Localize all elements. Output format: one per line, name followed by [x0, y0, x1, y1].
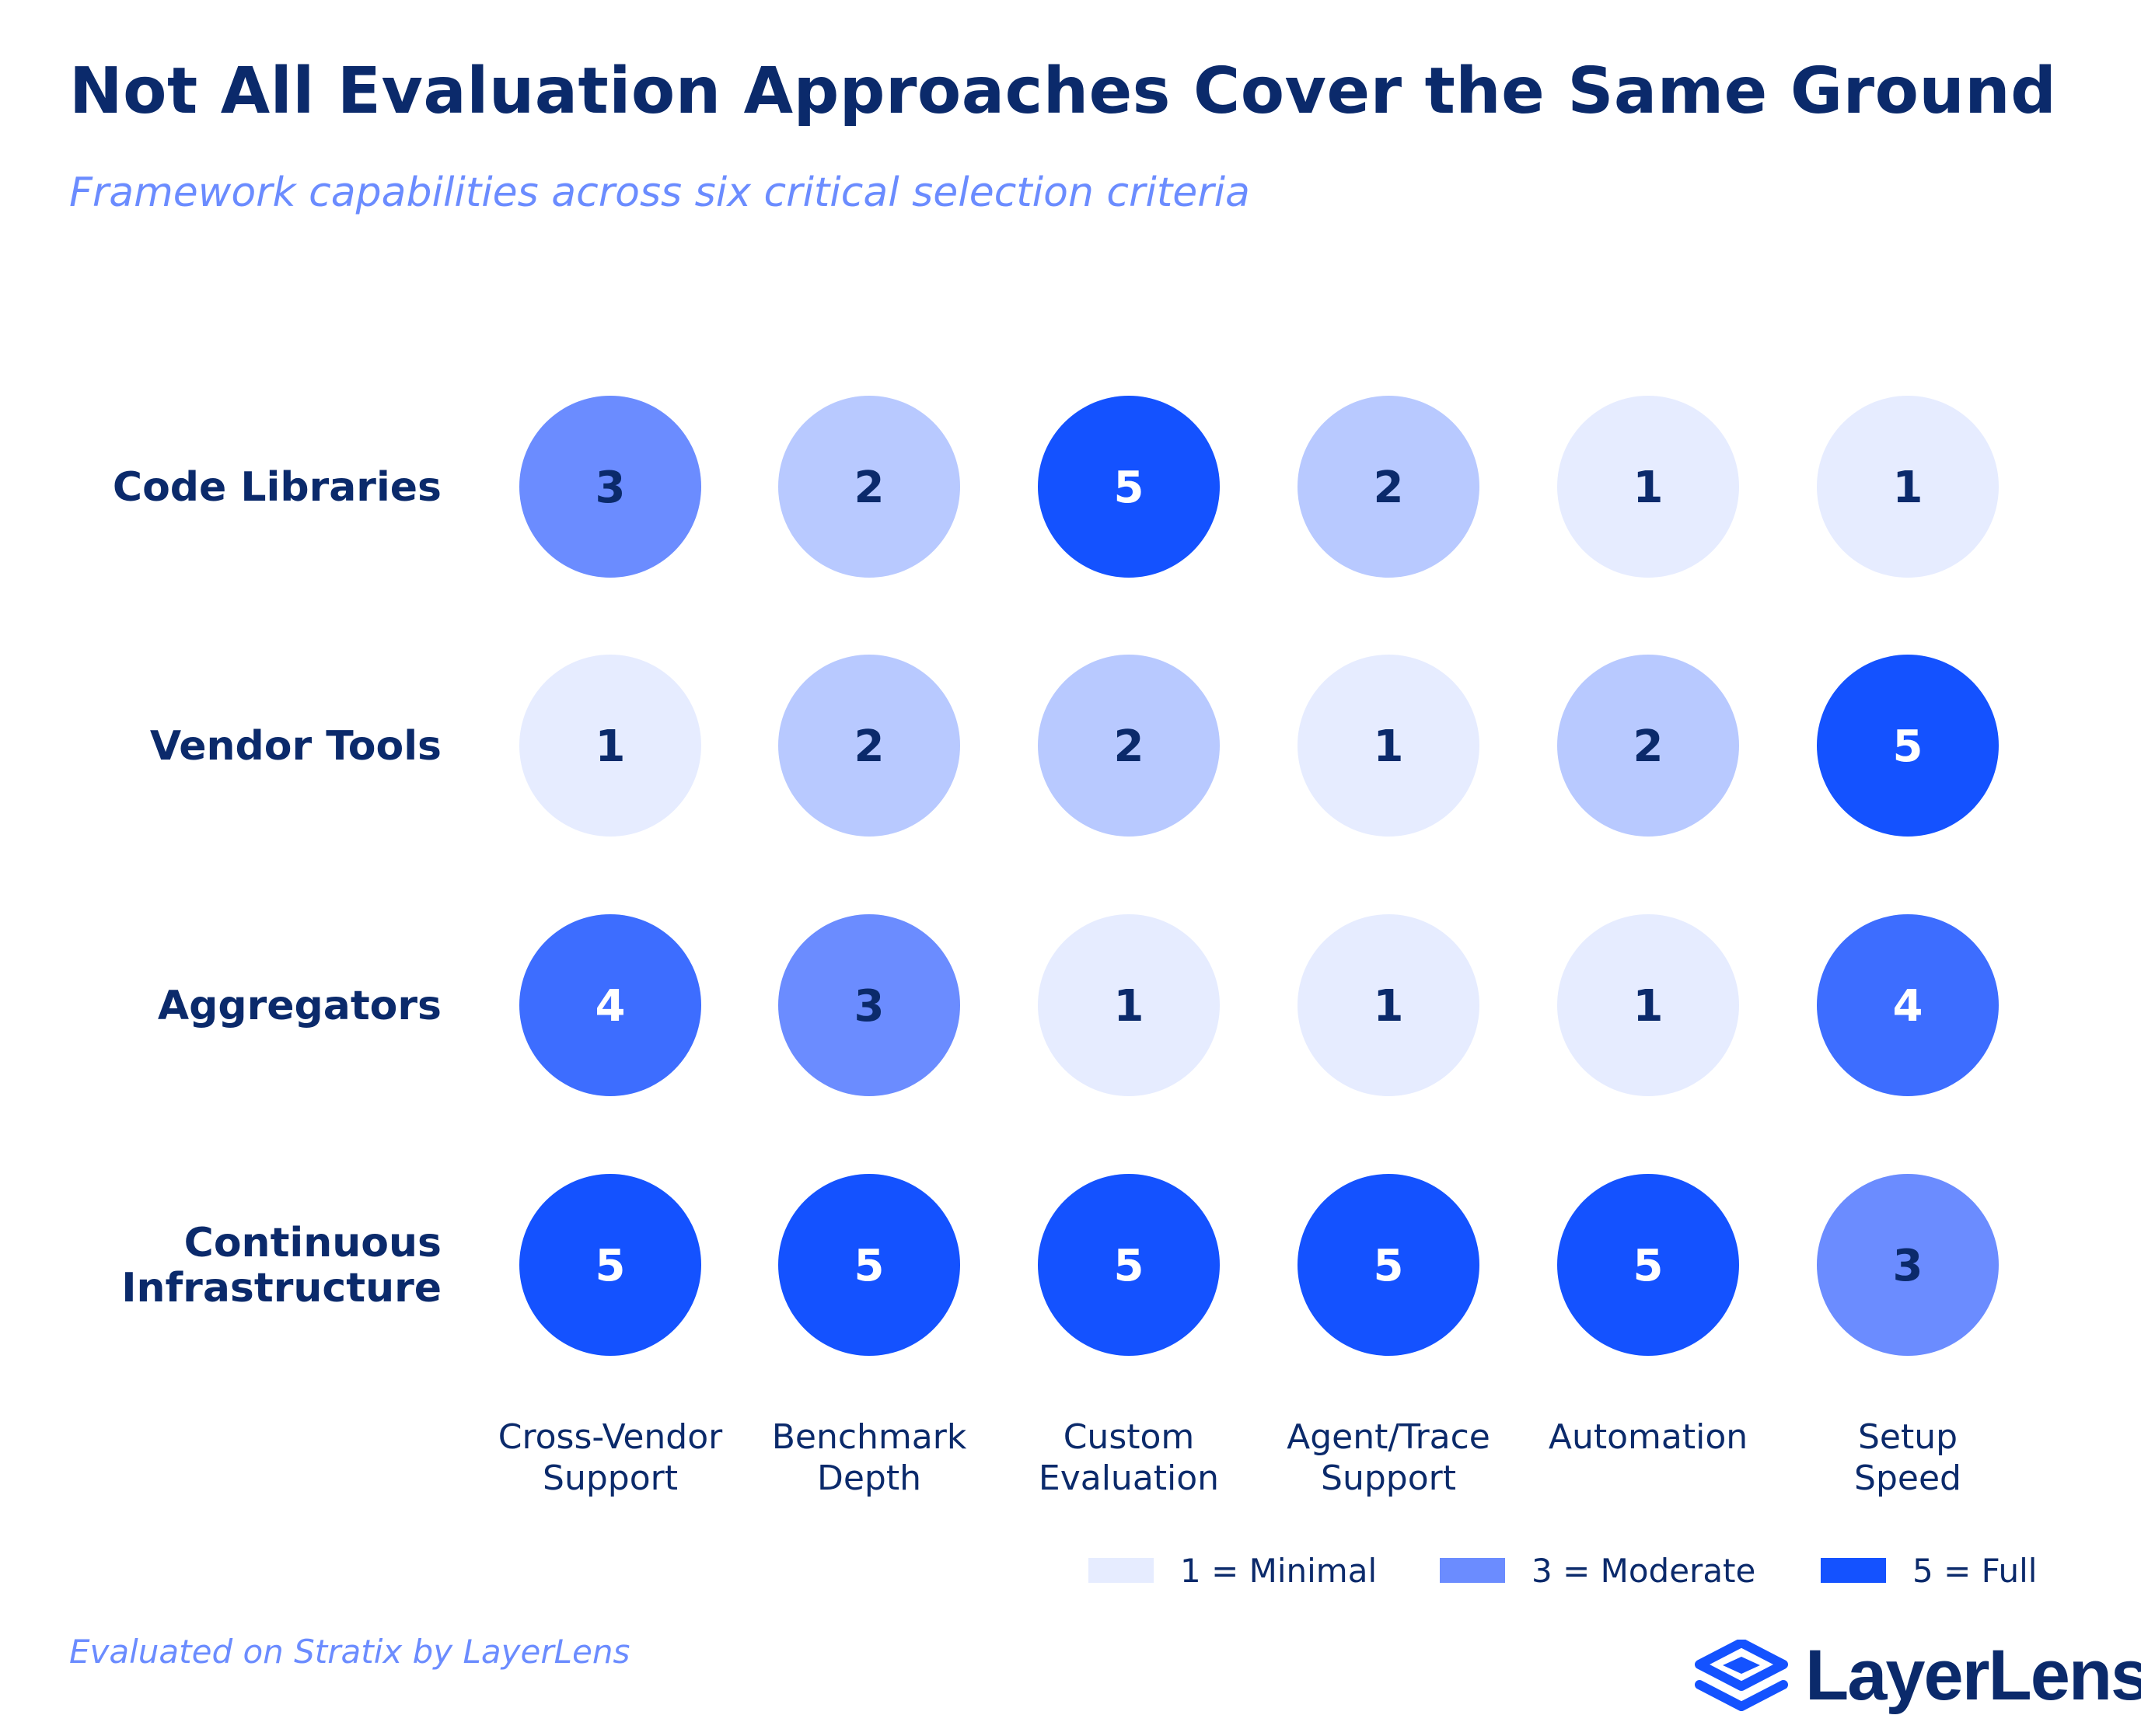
footer-credit: Evaluated on Stratix by LayerLens: [69, 1633, 630, 1671]
legend-label: 1 = Minimal: [1180, 1552, 1377, 1590]
legend-label: 3 = Moderate: [1532, 1552, 1755, 1590]
legend-label: 5 = Full: [1912, 1552, 2037, 1590]
legend-swatch: [1821, 1558, 1886, 1583]
legend-swatch: [1440, 1558, 1505, 1583]
heatmap-cell: [519, 914, 701, 1096]
heatmap-cell: [1038, 396, 1220, 578]
cell-value-label: 5: [1114, 463, 1144, 513]
row-labels: Code Libraries Vendor Tools Aggregators Con…: [113, 464, 442, 1312]
heatmap-cell: [778, 655, 960, 837]
heatmap-cell: [778, 396, 960, 578]
cell-value-label: 5: [1633, 1241, 1664, 1291]
row-label: Aggregators: [158, 983, 442, 1029]
heatmap-cell: [1817, 1174, 1999, 1356]
heatmap-cell: [519, 396, 701, 578]
heatmap-cell: [1817, 655, 1999, 837]
column-label: Cross-Vendor Support: [498, 1417, 723, 1498]
heatmap-cell: [1557, 1174, 1739, 1356]
cell-value-label: 3: [595, 463, 626, 513]
cell-value-label: 1: [1633, 981, 1664, 1032]
heatmap-cell: [519, 1174, 701, 1356]
cell-value-label: 2: [854, 721, 885, 772]
heatmap-cell: [778, 914, 960, 1096]
heatmap-cells: 3 2 5 2 1 1 1 2 2 1 2 5 4 3 1 1 1 4 5 5 5 5 5 3: [519, 396, 1999, 1356]
column-labels: Cross-Vendor Support Benchmark Depth Custom E…: [498, 1417, 1961, 1498]
chart-title: Not All Evaluation Approaches Cover the …: [69, 54, 2057, 128]
column-label: Custom Evaluation: [1039, 1417, 1219, 1498]
cell-value-label: 4: [1893, 981, 1923, 1032]
column-label: Benchmark Depth: [772, 1417, 967, 1498]
legend: 1 = Minimal 3 = Moderate 5 = Full: [1088, 1552, 2037, 1590]
heatmap-cell: [1817, 914, 1999, 1096]
layers-icon: [1695, 1640, 1788, 1711]
heatmap-cell: [519, 655, 701, 837]
heatmap-cell: [1298, 396, 1479, 578]
cell-value-label: 5: [595, 1241, 626, 1291]
heatmap-cell: [778, 1174, 960, 1356]
heatmap-cell: [1038, 914, 1220, 1096]
logo-text: LayerLens: [1805, 1635, 2141, 1715]
heatmap-cell: [1038, 655, 1220, 837]
row-label: Continuous Infrastructure: [121, 1220, 442, 1312]
cell-value-label: 2: [1374, 463, 1404, 513]
cell-value-label: 1: [1893, 463, 1923, 513]
heatmap-cell: [1038, 1174, 1220, 1356]
heatmap-cell: [1817, 396, 1999, 578]
column-label: Automation: [1549, 1417, 1748, 1457]
cell-value-label: 1: [595, 721, 626, 772]
cell-value-label: 2: [1633, 721, 1664, 772]
heatmap-cell: [1298, 914, 1479, 1096]
cell-value-label: 5: [1374, 1241, 1404, 1291]
cell-value-label: 5: [1893, 721, 1923, 772]
heatmap-cell: [1298, 1174, 1479, 1356]
column-label: Agent/Trace Support: [1287, 1417, 1490, 1498]
row-label: Vendor Tools: [150, 723, 442, 770]
heatmap-cell: [1557, 914, 1739, 1096]
chart-subtitle: Framework capabilities across six critic…: [69, 169, 1250, 216]
cell-value-label: 1: [1114, 981, 1144, 1032]
layerlens-logo: LayerLens: [1695, 1633, 2141, 1718]
column-label: Setup Speed: [1854, 1417, 1961, 1498]
heatmap-cell: [1557, 396, 1739, 578]
cell-value-label: 5: [1114, 1241, 1144, 1291]
cell-value-label: 3: [854, 981, 885, 1032]
legend-swatch: [1088, 1558, 1154, 1583]
cell-value-label: 2: [1114, 721, 1144, 772]
heatmap-cell: [1298, 655, 1479, 837]
row-label: Code Libraries: [113, 464, 442, 511]
cell-value-label: 2: [854, 463, 885, 513]
cell-value-label: 4: [595, 981, 626, 1032]
heatmap-cell: [1557, 655, 1739, 837]
cell-value-label: 1: [1374, 721, 1404, 772]
cell-value-label: 5: [854, 1241, 885, 1291]
cell-value-label: 3: [1893, 1241, 1923, 1291]
cell-value-label: 1: [1374, 981, 1404, 1032]
cell-value-label: 1: [1633, 463, 1664, 513]
